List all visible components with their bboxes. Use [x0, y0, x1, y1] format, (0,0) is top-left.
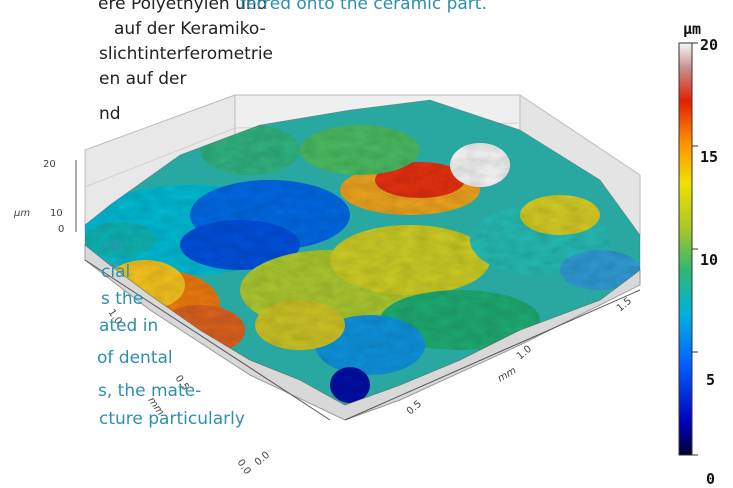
- english-text-line-7: cture particularly: [99, 409, 245, 429]
- english-text-line-4: ated in: [99, 316, 159, 336]
- colorbar-tick-10: 10: [700, 251, 718, 269]
- z-tick-10: 10: [50, 208, 63, 219]
- z-tick-0: 0: [58, 224, 64, 235]
- german-text-line-5: nd: [99, 104, 121, 124]
- german-text-line-2: auf der Keramiko-: [114, 19, 266, 39]
- colorbar: µm 20 15 10 5 0: [678, 20, 718, 488]
- colorbar-tick-5: 5: [706, 371, 715, 389]
- german-text-line-3: slichtinterferometrie: [99, 44, 274, 64]
- english-text-line-5: of dental: [97, 348, 173, 368]
- colorbar-tick-0: 0: [706, 470, 715, 488]
- colorbar-tick-15: 15: [700, 148, 718, 166]
- colorbar-unit: µm: [683, 20, 701, 38]
- german-text-line-4: en auf der: [99, 69, 187, 89]
- y-tick-0: 0.0: [235, 457, 253, 476]
- english-text-line-6: s, the mate-: [98, 381, 202, 401]
- z-tick-20: 20: [43, 159, 56, 170]
- z-axis-label: µm: [13, 208, 30, 219]
- x-tick-0: 0.0: [253, 450, 272, 469]
- german-text-line-1: ere Polyethylen und: [98, 0, 268, 14]
- x-axis-label: mm: [496, 365, 519, 384]
- english-text-line-3: s the: [101, 289, 144, 309]
- z-axis: 20 10 0 µm: [13, 159, 77, 235]
- x-tick-0.5: 0.5: [405, 399, 424, 418]
- english-text-line-1: cu-: [101, 235, 128, 255]
- english-text-top: ferred onto the ceramic part.: [240, 0, 487, 14]
- x-tick-1.5: 1.5: [615, 296, 634, 315]
- english-text-line-2: cial: [101, 262, 131, 282]
- colorbar-tick-20: 20: [700, 36, 718, 54]
